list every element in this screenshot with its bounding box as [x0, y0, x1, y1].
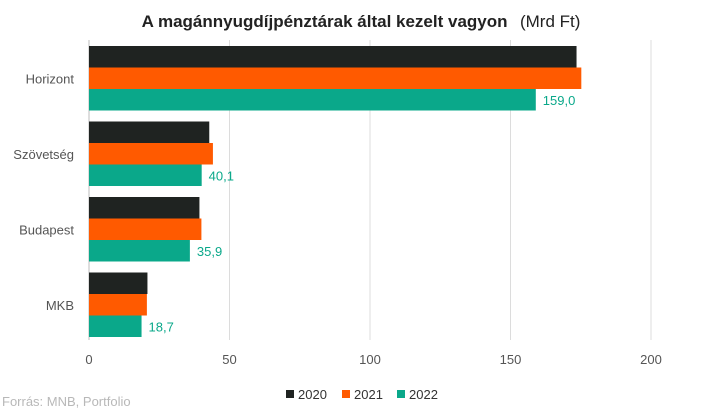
legend-label: 2021: [354, 387, 383, 402]
bar-2020-budapest: [89, 197, 200, 219]
bar-2020-szövetség: [89, 121, 210, 143]
data-labels: 159,0 40,1 35,9 18,7: [149, 93, 576, 335]
data-label: 159,0: [543, 93, 576, 108]
bar-2021-szövetség: [89, 143, 213, 165]
legend: 2020 2021 2022: [286, 387, 438, 402]
bar-2021-budapest: [89, 218, 202, 240]
bar-2020-mkb: [89, 272, 148, 294]
category-label: MKB: [46, 298, 74, 313]
x-tick-label: 200: [640, 352, 662, 367]
bar-2022-mkb: [89, 315, 142, 337]
data-label: 40,1: [209, 168, 234, 183]
chart-title: A magánnyugdíjpénztárak által kezelt vag…: [142, 12, 581, 31]
bar-2022-budapest: [89, 240, 190, 262]
x-tick-label: 150: [500, 352, 522, 367]
bar-2022-szövetség: [89, 164, 202, 186]
category-labels: Horizont Szövetség Budapest MKB: [13, 71, 74, 313]
data-label: 35,9: [197, 244, 222, 259]
x-tick-label: 50: [222, 352, 236, 367]
bar-2021-mkb: [89, 294, 147, 316]
data-label: 18,7: [149, 319, 174, 334]
bar-2020-horizont: [89, 46, 577, 68]
legend-label: 2020: [298, 387, 327, 402]
bar-2021-horizont: [89, 67, 582, 89]
legend-swatch-2020: [286, 390, 294, 398]
chart-title-main: A magánnyugdíjpénztárak által kezelt vag…: [142, 12, 508, 31]
chart-title-unit: (Mrd Ft): [520, 12, 580, 31]
bar-2022-horizont: [89, 89, 536, 111]
bars: [89, 46, 582, 337]
category-label: Horizont: [26, 71, 75, 86]
category-label: Szövetség: [13, 147, 74, 162]
x-tick-label: 0: [85, 352, 92, 367]
legend-swatch-2022: [397, 390, 405, 398]
legend-label: 2022: [409, 387, 438, 402]
x-tick-label: 100: [359, 352, 381, 367]
legend-swatch-2021: [342, 390, 350, 398]
x-tick-labels: 0 50 100 150 200: [85, 352, 661, 367]
source-note: Forrás: MNB, Portfolio: [2, 394, 131, 409]
category-label: Budapest: [19, 222, 74, 237]
